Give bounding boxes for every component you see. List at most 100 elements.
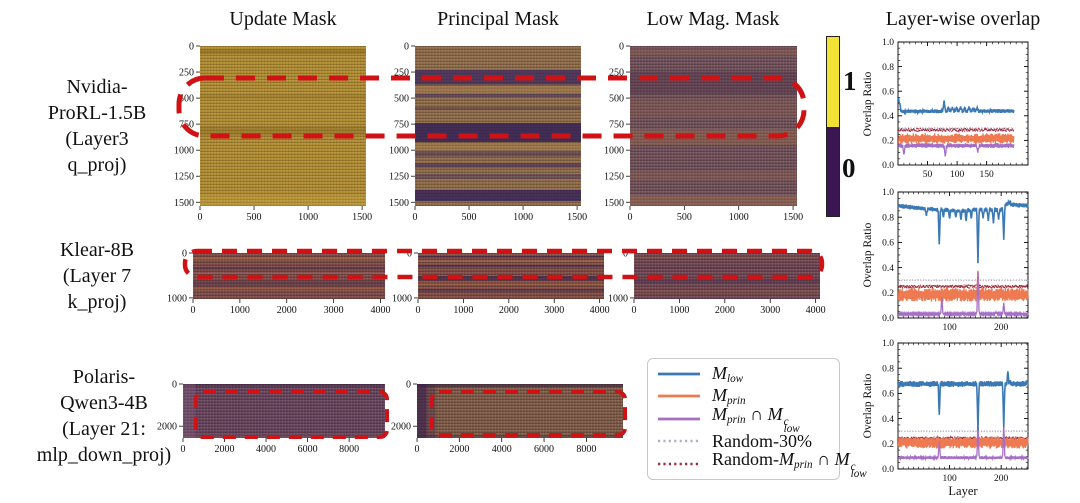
row-label-line: Qwen3-4B: [60, 392, 148, 414]
series-m-low: [897, 198, 1029, 264]
ylabel-overlap-ratio-2: Overlap Ratio: [862, 222, 874, 288]
ytick-label: 0.4: [882, 112, 894, 122]
series-m-prin-m-low-c: [897, 271, 1029, 318]
heatmap-ytick-label: 2000: [391, 422, 411, 433]
row-label-line: (Layer 7: [62, 265, 132, 287]
row-label-line: Polaris-: [72, 366, 136, 388]
series-m-low: [897, 371, 1029, 431]
heatmap-principal-mask-row1: [415, 46, 581, 206]
heatmap-xtick-label: 6000: [534, 444, 554, 455]
legend-line-sample: [656, 415, 702, 423]
legend-label: Mprin: [712, 385, 746, 407]
heatmap-low-mag-mask-row1: [630, 46, 797, 206]
row-label-klear: Klear-8B (Layer 7 k_proj): [8, 238, 186, 314]
heatmap-ytick-label: 0: [406, 380, 411, 391]
heatmap-xtick-label: 1500: [783, 212, 803, 223]
column-title-principal-mask: Principal Mask: [437, 8, 559, 30]
heatmap-xtick-label: 4000: [256, 444, 276, 455]
row-label-nvidia-prorl: Nvidia- ProRL-1.5B (Layer3 q_proj): [8, 46, 186, 206]
heatmap-ytick-label: 0: [623, 249, 628, 260]
heatmap-ytick-label: 1000: [604, 146, 624, 157]
heatmap-xtick-label: 4000: [492, 444, 512, 455]
heatmap-xtick-label: 3000: [544, 305, 564, 316]
ylabel-overlap-ratio-3: Overlap Ratio: [862, 373, 874, 439]
row-label-polaris: Polaris- Qwen3-4B (Layer 21: mlp_down_pr…: [8, 360, 200, 472]
ytick-label: 0.6: [882, 239, 894, 249]
heatmap-xtick-label: 500: [247, 212, 262, 223]
xtick-label: 100: [942, 474, 957, 484]
row-label-line: Nvidia-: [66, 76, 128, 98]
heatmap-ytick-label: 250: [179, 68, 194, 79]
heatmap-xtick-label: 1000: [513, 212, 533, 223]
ytick-label: 0.8: [882, 213, 894, 223]
ytick-label: 1.0: [882, 38, 894, 48]
highlight-dashed-box-row3-right: [430, 390, 627, 437]
heatmap-xtick-label: 0: [628, 212, 633, 223]
heatmap-xtick-label: 4000: [806, 305, 826, 316]
row-label-line: (Layer3: [65, 128, 129, 150]
ytick-label: 0.2: [882, 289, 894, 299]
heatmap-xtick-label: 4000: [590, 305, 610, 316]
heatmap-ytick-label: 0: [404, 42, 409, 53]
heatmap-xtick-label: 6000: [298, 444, 318, 455]
legend-label: Random-30%: [712, 430, 812, 451]
row-label-line: Klear-8B: [59, 239, 134, 261]
legend-line-sample: [656, 370, 702, 378]
heatmap-ytick-label: 0: [189, 42, 194, 53]
ytick-label: 0.8: [882, 364, 894, 374]
ytick-label: 0.4: [882, 415, 894, 425]
legend-line-sample: [656, 392, 702, 400]
heatmap-ytick-label: 1250: [389, 172, 409, 183]
row-label-line: (Layer 21:: [62, 418, 146, 440]
xtick-label: 50: [923, 170, 933, 180]
legend-entry: Mprin: [656, 385, 833, 407]
ytick-label: 0.2: [882, 440, 894, 450]
ytick-label: 0.0: [882, 465, 894, 475]
heatmap-update-mask-row3: [183, 384, 385, 438]
heatmap-ytick-label: 500: [179, 94, 194, 105]
series-m-prin: [897, 436, 1029, 449]
row-label-line: ProRL-1.5B: [47, 102, 147, 124]
legend-entry: Random-30%: [656, 430, 833, 452]
heatmap-xtick-label: 1000: [669, 305, 689, 316]
row-label-line: k_proj): [67, 291, 127, 313]
heatmap-xtick-label: 8000: [576, 444, 596, 455]
heatmap-xtick-label: 0: [191, 305, 196, 316]
heatmap-xtick-label: 1000: [298, 212, 318, 223]
colorbar-label-one: 1: [843, 66, 857, 96]
heatmap-xtick-label: 1500: [567, 212, 587, 223]
xlabel-layer: Layer: [948, 484, 978, 498]
heatmap-ytick-label: 1000: [392, 293, 412, 304]
heatmap-xtick-label: 1500: [352, 212, 372, 223]
heatmap-ytick-label: 1500: [389, 198, 409, 209]
heatmap-ytick-label: 750: [609, 120, 624, 131]
heatmap-update-mask-row1: [200, 46, 366, 206]
heatmap-ytick-label: 1250: [174, 172, 194, 183]
xtick-label: 200: [994, 323, 1009, 333]
heatmap-ytick-label: 1500: [174, 198, 194, 209]
series-random-30-: [898, 429, 1029, 433]
series-m-low: [897, 97, 1015, 116]
column-title-update-mask: Update Mask: [229, 8, 337, 30]
heatmap-xtick-label: 8000: [339, 444, 359, 455]
heatmap-ytick-label: 1000: [608, 293, 628, 304]
legend-line-sample: [656, 437, 702, 445]
heatmap-xtick-label: 2000: [499, 305, 519, 316]
heatmap-xtick-label: 500: [462, 212, 477, 223]
heatmap-xtick-label: 1000: [453, 305, 473, 316]
heatmap-xtick-label: 0: [416, 305, 421, 316]
heatmap-xtick-label: 0: [181, 444, 186, 455]
series-m-prin: [897, 133, 1015, 144]
ytick-label: 0.8: [882, 63, 894, 73]
series-m-prin-m-low-c: [897, 423, 1029, 462]
heatmap-xtick-label: 1000: [230, 305, 250, 316]
heatmap-ytick-label: 250: [394, 68, 409, 79]
xtick-label: 100: [950, 170, 965, 180]
heatmap-ytick-label: 750: [394, 120, 409, 131]
heatmap-ytick-label: 2000: [157, 422, 177, 433]
heatmap-ytick-label: 1250: [604, 172, 624, 183]
heatmap-ytick-label: 0: [172, 380, 177, 391]
